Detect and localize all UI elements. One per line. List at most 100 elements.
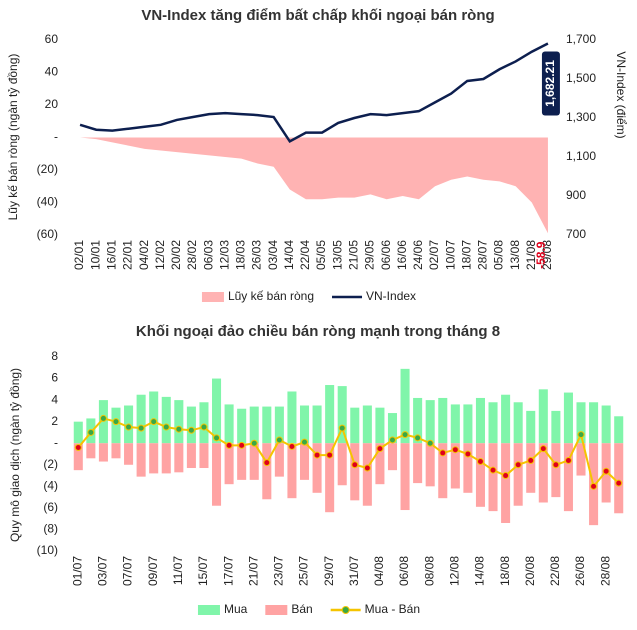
- x-tick-label: 12/02: [153, 240, 167, 270]
- bar: [425, 443, 435, 487]
- x-tick-label: 08/08: [422, 556, 436, 586]
- bar: [438, 443, 448, 499]
- marker: [137, 424, 145, 432]
- x-tick-label: 05/05: [314, 240, 328, 270]
- marker: [363, 464, 371, 472]
- x-tick-label: 10/07: [443, 240, 457, 270]
- x-tick-label: 13/08: [508, 240, 522, 270]
- x-tick-label: 29/07: [322, 556, 336, 586]
- y-tick-label: 6: [51, 371, 58, 385]
- bar: [249, 406, 259, 444]
- x-tick-label: 22/08: [548, 556, 562, 586]
- bar: [400, 443, 410, 511]
- x-tick-label: 17/07: [221, 556, 235, 586]
- bar: [576, 443, 586, 476]
- y2-tick-label: 700: [566, 227, 586, 241]
- x-tick-label: 21/08: [524, 240, 538, 270]
- x-tick-label: 10/01: [88, 240, 102, 270]
- bar: [601, 405, 611, 444]
- bar: [325, 443, 335, 513]
- bar: [400, 368, 410, 444]
- marker: [388, 436, 396, 444]
- bar: [111, 407, 121, 444]
- bar: [513, 443, 523, 506]
- bar: [124, 443, 134, 465]
- marker: [527, 456, 535, 464]
- marker: [301, 438, 309, 446]
- x-tick-label: 01/07: [70, 556, 84, 586]
- marker: [175, 425, 183, 433]
- y-tick-label: 2: [51, 414, 58, 428]
- x-tick-label: 06/06: [379, 240, 393, 270]
- legend-swatch: [201, 292, 224, 302]
- marker: [539, 445, 547, 453]
- y-tick-label: 4: [51, 392, 58, 406]
- x-tick-label: 12/03: [217, 240, 231, 270]
- y-axis-label: Lũy kế bán ròng (ngàn tỷ đồng): [6, 54, 20, 221]
- bar: [237, 408, 247, 444]
- x-tick-label: 06/03: [201, 240, 215, 270]
- x-tick-label: 05/08: [492, 240, 506, 270]
- bar: [186, 443, 196, 469]
- x-tick-label: 03/07: [96, 556, 110, 586]
- marker: [401, 431, 409, 439]
- marker: [451, 446, 459, 454]
- bar: [350, 443, 360, 501]
- marker: [426, 439, 434, 447]
- marker: [74, 444, 82, 452]
- marker: [577, 431, 585, 439]
- x-tick-label: 07/07: [121, 556, 135, 586]
- legend-label: Lũy kế bán ròng: [228, 289, 314, 303]
- bar: [224, 404, 234, 444]
- bar: [325, 385, 335, 444]
- bar: [287, 391, 297, 444]
- marker: [313, 451, 321, 459]
- bar: [576, 402, 586, 444]
- y-tick-label: (60): [37, 227, 58, 241]
- bar: [312, 443, 322, 493]
- x-tick-label: 25/07: [297, 556, 311, 586]
- x-tick-label: 04/08: [372, 556, 386, 586]
- data-label-box: [541, 51, 560, 116]
- y2-tick-label: 1,700: [566, 32, 596, 46]
- bar: [262, 406, 272, 444]
- bar: [501, 443, 511, 523]
- marker: [187, 426, 195, 434]
- bar: [526, 410, 536, 444]
- bar: [551, 410, 561, 444]
- y-tick-label: -: [54, 130, 58, 144]
- bar: [513, 402, 523, 444]
- x-tick-label: 22/01: [121, 240, 135, 270]
- x-tick-label: 26/08: [573, 556, 587, 586]
- y2-tick-label: 1,100: [566, 149, 596, 163]
- legend: Lũy kế bán ròng VN-Index: [201, 289, 416, 303]
- marker: [225, 441, 233, 449]
- bar: [614, 416, 624, 444]
- bar: [563, 443, 573, 512]
- bar: [161, 396, 171, 444]
- legend-label: VN-Index: [366, 289, 416, 303]
- legend-swatch: [265, 605, 288, 615]
- y-tick-label: 40: [45, 65, 59, 79]
- x-tick-label: 31/07: [347, 556, 361, 586]
- bar: [86, 443, 96, 459]
- y2-tick-label: 1,500: [566, 71, 596, 85]
- x-tick-label: 28/02: [185, 240, 199, 270]
- legend-label: Bán: [291, 602, 312, 616]
- line: [79, 42, 549, 144]
- y-tick-label: 8: [51, 349, 58, 363]
- x-tick-label: 21/07: [246, 556, 260, 586]
- bar: [350, 407, 360, 444]
- y2-axis-label: VN-Index (điểm): [614, 51, 628, 138]
- bar: [463, 443, 473, 493]
- bar: [98, 443, 108, 462]
- legend: Mua Bán Mua - Bán: [197, 602, 420, 616]
- bar: [237, 443, 247, 480]
- bar: [136, 394, 146, 444]
- bar: [614, 443, 624, 514]
- x-tick-label: 22/04: [298, 240, 312, 270]
- marker: [414, 434, 422, 442]
- data-label: -58.9: [534, 241, 548, 269]
- marker: [213, 434, 221, 442]
